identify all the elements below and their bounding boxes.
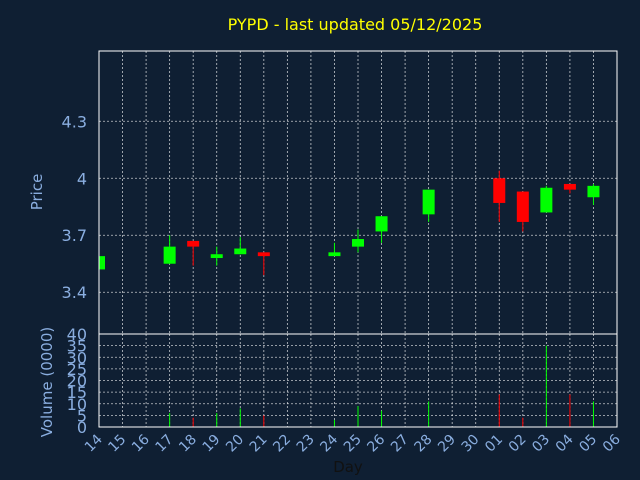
candle-body (257, 252, 270, 257)
x-axis: 14 15 16 17 18 19 20 21 22 23 24 25 26 27 28 29 30 01 02 03… (82, 431, 624, 455)
candle-body (163, 246, 176, 264)
candle-body (328, 252, 341, 257)
candle-body (587, 185, 600, 198)
candle-body (563, 183, 576, 190)
price-tick-label: 3.4 (62, 283, 87, 302)
candle-body (540, 187, 553, 213)
volume-tick-label: 5 (77, 406, 87, 425)
candle-body (516, 191, 529, 222)
candle-body (352, 239, 364, 247)
candle-body (493, 178, 506, 203)
price-tick-label: 4 (77, 169, 87, 188)
volume-tick-label: 10 (67, 395, 87, 414)
candle-body (99, 256, 105, 270)
price-tick-label: 4.3 (62, 112, 87, 131)
x-axis-label: Day (333, 458, 363, 476)
candle-body (375, 216, 388, 232)
volume-tick-label: 25 (67, 360, 87, 379)
volume-panel-frame (98, 333, 618, 428)
price-tick-label: 3.7 (62, 226, 87, 245)
chart-title: PYPD - last updated 05/12/2025 (228, 15, 483, 34)
volume-tick-label: 15 (67, 383, 87, 402)
volume-tick-label: 30 (67, 348, 87, 367)
price-axis-label: Price (28, 174, 46, 211)
volume-tick-label: 35 (67, 337, 87, 356)
price-panel: 3.4 3.7 4 4.3 (62, 50, 618, 335)
candle-body (187, 240, 200, 247)
candle-body (234, 248, 247, 255)
candle-body (422, 189, 435, 215)
volume-tick-label: 40 (67, 325, 87, 344)
candle-body (210, 254, 223, 259)
volume-tick-label: 0 (77, 418, 87, 437)
volume-tick-label: 20 (67, 372, 87, 391)
volume-axis-label: Volume (0000) (38, 327, 56, 437)
